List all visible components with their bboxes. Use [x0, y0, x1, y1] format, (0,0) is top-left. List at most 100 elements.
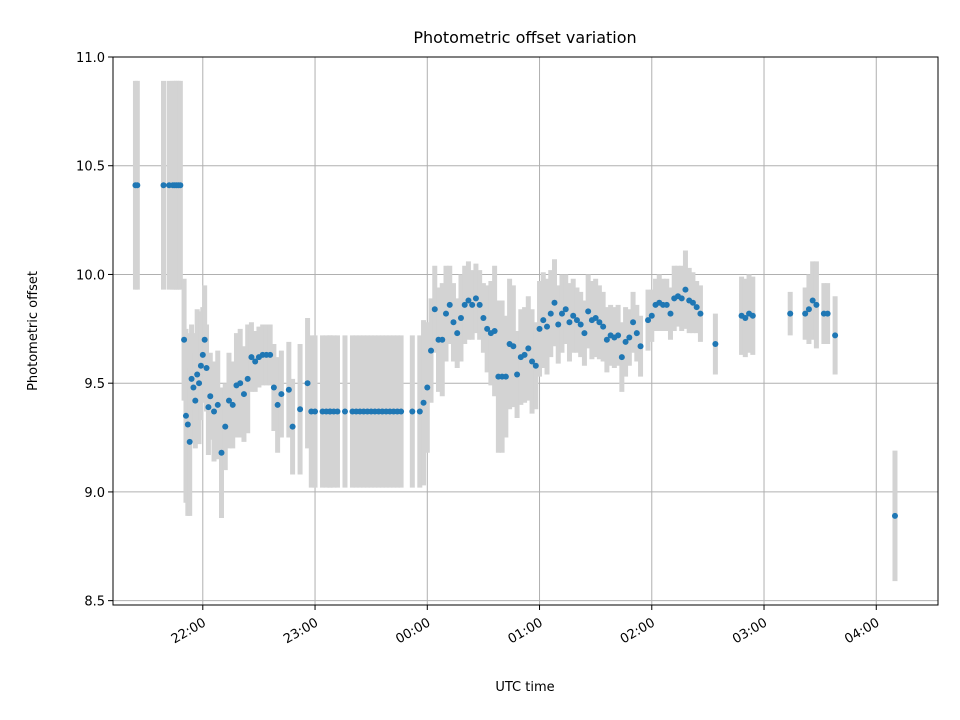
data-point [201, 336, 208, 343]
x-axis-ticks: 22:00 23:00 00:00 01:00 02:00 03:00 04:00 [169, 605, 882, 647]
data-point [240, 391, 247, 398]
data-point [184, 421, 191, 428]
data-point [532, 362, 539, 369]
data-point [633, 330, 640, 337]
data-point [278, 391, 285, 398]
data-point [341, 408, 348, 415]
data-point [562, 306, 569, 313]
y-axis-label: Photometric offset [26, 271, 41, 391]
x-tick-label: 02:00 [618, 615, 658, 647]
data-point [615, 332, 622, 339]
data-point [787, 310, 794, 317]
data-points [132, 182, 898, 519]
x-axis-label: UTC time [495, 680, 554, 695]
data-point [502, 373, 509, 380]
data-point [274, 401, 281, 408]
data-point [416, 408, 423, 415]
data-point [450, 319, 457, 326]
data-point [596, 319, 603, 326]
y-tick-label: 11.0 [76, 51, 105, 66]
data-point [181, 336, 188, 343]
data-point [205, 404, 212, 411]
data-point [190, 384, 197, 391]
data-point [267, 351, 274, 358]
data-point [304, 380, 311, 387]
data-point [244, 375, 251, 382]
data-point [805, 306, 812, 313]
y-tick-label: 10.0 [76, 268, 105, 283]
x-tick-label: 22:00 [169, 615, 209, 647]
data-point [196, 380, 203, 387]
chart-title: Photometric offset variation [413, 28, 636, 47]
data-point [663, 301, 670, 308]
data-point [476, 301, 483, 308]
data-point [192, 397, 199, 404]
data-point [424, 384, 431, 391]
data-point [536, 325, 543, 332]
data-point [667, 310, 674, 317]
data-point [237, 380, 244, 387]
data-point [461, 301, 468, 308]
data-point [555, 321, 562, 328]
data-point [742, 314, 749, 321]
data-point [645, 317, 652, 324]
data-point [618, 354, 625, 361]
data-point [248, 354, 255, 361]
y-tick-label: 9.0 [84, 486, 105, 501]
data-point [218, 449, 225, 456]
plot-frame [112, 56, 939, 606]
data-point [529, 358, 536, 365]
data-point [577, 321, 584, 328]
data-point [585, 308, 592, 315]
data-point [420, 399, 427, 406]
data-point [312, 408, 319, 415]
data-point [547, 310, 554, 317]
data-point [802, 310, 809, 317]
data-point [626, 334, 633, 341]
data-point [891, 512, 898, 519]
data-point [630, 319, 637, 326]
data-point [225, 397, 232, 404]
data-point [749, 312, 756, 319]
data-point [514, 371, 521, 378]
data-point [682, 286, 689, 293]
x-tick-label: 04:00 [842, 615, 882, 647]
data-point [285, 386, 292, 393]
data-point [678, 295, 685, 302]
data-point [203, 364, 210, 371]
data-point [637, 343, 644, 350]
data-point [472, 295, 479, 302]
data-point [252, 358, 259, 365]
data-point [214, 401, 221, 408]
x-tick-label: 03:00 [730, 615, 770, 647]
data-point [824, 310, 831, 317]
data-point [573, 317, 580, 324]
x-tick-label: 00:00 [393, 615, 433, 647]
data-point [334, 408, 341, 415]
data-point [428, 347, 435, 354]
data-point [439, 336, 446, 343]
data-point [689, 299, 696, 306]
data-point [289, 423, 296, 430]
data-point [297, 406, 304, 413]
data-point [431, 306, 438, 313]
data-point [693, 304, 700, 311]
data-point [398, 408, 405, 415]
data-point [566, 319, 573, 326]
data-point [182, 412, 189, 419]
data-point [199, 351, 206, 358]
data-point [207, 393, 214, 400]
data-point [222, 423, 229, 430]
data-point [194, 371, 201, 378]
data-point [409, 408, 416, 415]
x-tick-label: 01:00 [506, 615, 546, 647]
data-point [648, 312, 655, 319]
data-point [270, 384, 277, 391]
data-point [570, 312, 577, 319]
data-point [454, 330, 461, 337]
data-point [469, 301, 476, 308]
data-point [551, 299, 558, 306]
data-point [622, 338, 629, 345]
data-point [697, 310, 704, 317]
